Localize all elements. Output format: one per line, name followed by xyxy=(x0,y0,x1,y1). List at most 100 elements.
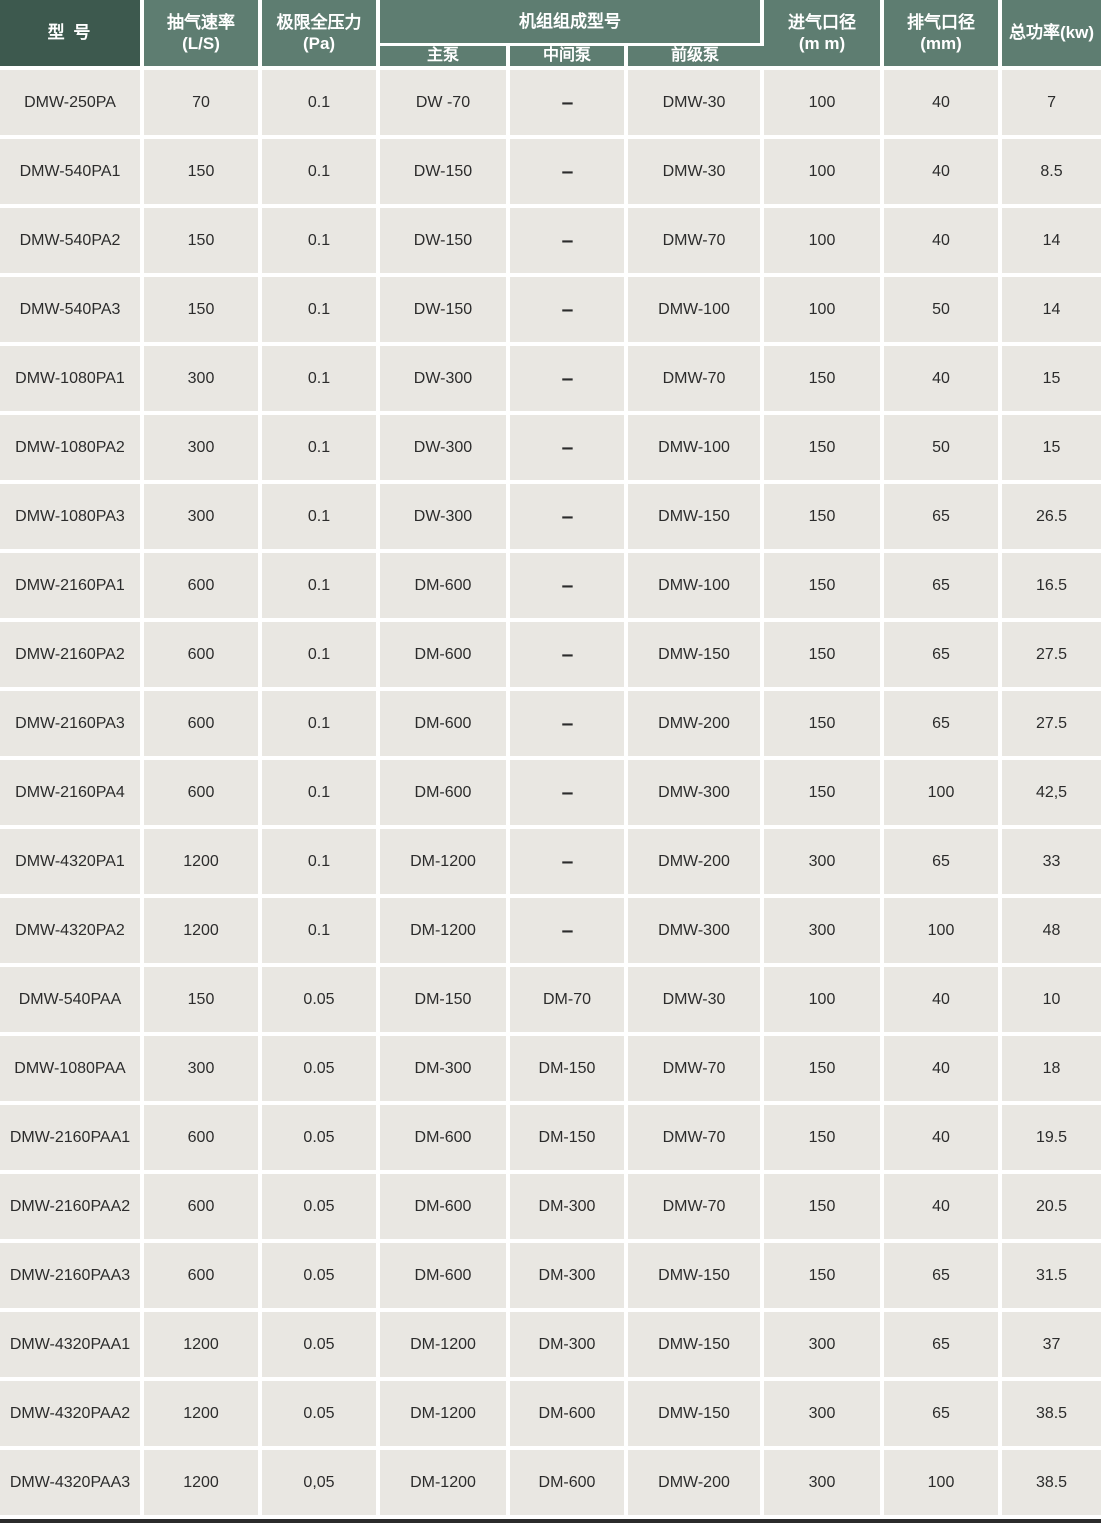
table-cell: 8.5 xyxy=(1000,137,1101,208)
table-cell: 0.1 xyxy=(260,689,380,760)
model-cell: DMW-540PAA xyxy=(0,965,144,1036)
table-cell: 40 xyxy=(882,137,1003,208)
table-row: DMW-4320PA2 1200 0.1 DM-1200– DMW-300 300 100 4… xyxy=(0,896,1101,967)
table-row: DMW-2160PA2 600 0.1 DM-600– DMW-150 150 65 27.5 xyxy=(0,620,1101,691)
table-cell: 15 xyxy=(1000,344,1101,415)
table-cell: DM-70 xyxy=(508,965,628,1036)
table-cell: – xyxy=(508,206,628,277)
table-cell: 1200 xyxy=(142,1310,262,1381)
table-cell: 150 xyxy=(142,275,262,346)
table-cell: 0.1 xyxy=(260,758,380,829)
table-cell: DMW-30 xyxy=(626,137,765,208)
table-cell: DM-600 xyxy=(378,758,510,829)
table-cell: 0.1 xyxy=(260,275,380,346)
table-cell: 26.5 xyxy=(1000,482,1101,553)
table-cell: 38.5 xyxy=(1000,1448,1101,1519)
table-cell: DMW-100 xyxy=(626,275,765,346)
table-cell: 70 xyxy=(142,68,262,139)
table-cell: – xyxy=(508,620,628,691)
table-cell: 100 xyxy=(762,965,885,1036)
table-cell: 300 xyxy=(762,1379,885,1450)
table-cell: DM-300 xyxy=(508,1241,628,1312)
model-cell: DMW-4320PA1 xyxy=(0,827,144,898)
table-cell: 14 xyxy=(1000,206,1101,277)
model-cell: DMW-1080PA3 xyxy=(0,482,144,553)
table-cell: 65 xyxy=(882,482,1003,553)
table-cell: DM-1200 xyxy=(378,1379,510,1450)
table-cell: DMW-30 xyxy=(626,965,765,1036)
table-cell: 0.05 xyxy=(260,1379,380,1450)
table-cell: 600 xyxy=(142,620,262,691)
table-cell: 150 xyxy=(142,965,262,1036)
table-cell: DM-600 xyxy=(378,1103,510,1174)
table-row: DMW-540PA2 150 0.1 DW-150– DMW-70 100 40 14 xyxy=(0,206,1101,277)
table-cell: 150 xyxy=(142,137,262,208)
table-cell: 0.1 xyxy=(260,482,380,553)
table-cell: 65 xyxy=(882,689,1003,760)
table-cell: 65 xyxy=(882,1310,1003,1381)
table-cell: 600 xyxy=(142,758,262,829)
table-cell: DMW-70 xyxy=(626,1034,765,1105)
table-cell: 65 xyxy=(882,1379,1003,1450)
table-cell: DMW-150 xyxy=(626,1241,765,1312)
table-cell: 40 xyxy=(882,965,1003,1036)
table-cell: DMW-150 xyxy=(626,1379,765,1450)
table-cell: 14 xyxy=(1000,275,1101,346)
col-header-outlet-diameter: 排气口径 (mm) xyxy=(882,0,1003,70)
table-cell: DM-150 xyxy=(508,1103,628,1174)
table-cell: DM-600 xyxy=(378,551,510,622)
table-cell: DMW-200 xyxy=(626,1448,765,1519)
model-cell: DMW-2160PA2 xyxy=(0,620,144,691)
table-cell: 150 xyxy=(762,1103,885,1174)
table-row: DMW-1080PA2 300 0.1 DW-300– DMW-100 150 50 15 xyxy=(0,413,1101,484)
table-cell: 42,5 xyxy=(1000,758,1101,829)
col-header-middle-pump: 中间泵 xyxy=(508,44,628,70)
table-cell: DM-1200 xyxy=(378,1310,510,1381)
table-cell: DMW-300 xyxy=(626,896,765,967)
table-cell: DMW-150 xyxy=(626,1310,765,1381)
table-row: DMW-4320PAA3 1200 0,05 DM-1200 DM-600 DMW-200… xyxy=(0,1448,1101,1519)
table-cell: 0.05 xyxy=(260,1241,380,1312)
table-cell: 150 xyxy=(762,620,885,691)
table-cell: 150 xyxy=(762,482,885,553)
table-cell: DMW-70 xyxy=(626,1103,765,1174)
model-cell: DMW-1080PA2 xyxy=(0,413,144,484)
table-cell: 40 xyxy=(882,1103,1003,1174)
table-cell: DM-1200 xyxy=(378,896,510,967)
table-cell: DM-300 xyxy=(508,1310,628,1381)
table-cell: 0,05 xyxy=(260,1448,380,1519)
table-row: DMW-4320PA1 1200 0.1 DM-1200– DMW-200 300 65 33 xyxy=(0,827,1101,898)
table-cell: 0.05 xyxy=(260,1310,380,1381)
table-cell: 50 xyxy=(882,275,1003,346)
table-cell: 65 xyxy=(882,827,1003,898)
table-cell: 19.5 xyxy=(1000,1103,1101,1174)
table-cell: 0.05 xyxy=(260,1103,380,1174)
table-cell: 40 xyxy=(882,1172,1003,1243)
col-header-fore-pump: 前级泵 xyxy=(626,44,763,70)
table-cell: 20.5 xyxy=(1000,1172,1101,1243)
col-header-pumping-speed: 抽气速率 (L/S) xyxy=(142,0,262,70)
table-cell: DW -70 xyxy=(378,68,510,139)
table-row: DMW-2160PA3 600 0.1 DM-600– DMW-200 150 65 27.5 xyxy=(0,689,1101,760)
table-cell: 65 xyxy=(882,1241,1003,1312)
header-row-top: 型 号 抽气速率 (L/S) 极限全压力 (Pa) 机组组成型号 进气口径 (m… xyxy=(0,0,1101,70)
table-cell: 300 xyxy=(142,1034,262,1105)
table-cell: 0.05 xyxy=(260,965,380,1036)
table-cell: 40 xyxy=(882,1034,1003,1105)
table-cell: 27.5 xyxy=(1000,620,1101,691)
col-header-total-power: 总功率(kw) xyxy=(1000,0,1101,70)
table-cell: 150 xyxy=(762,689,885,760)
table-cell: 100 xyxy=(882,1448,1003,1519)
table-cell: 65 xyxy=(882,551,1003,622)
table-cell: DW-300 xyxy=(378,413,510,484)
table-cell: – xyxy=(508,482,628,553)
table-cell: 600 xyxy=(142,1172,262,1243)
table-cell: DW-150 xyxy=(378,137,510,208)
table-cell: DMW-150 xyxy=(626,482,765,553)
table-cell: DW-300 xyxy=(378,344,510,415)
table-cell: DM-600 xyxy=(508,1379,628,1450)
table-cell: 100 xyxy=(762,206,885,277)
table-cell: 150 xyxy=(142,206,262,277)
table-cell: DMW-70 xyxy=(626,344,765,415)
